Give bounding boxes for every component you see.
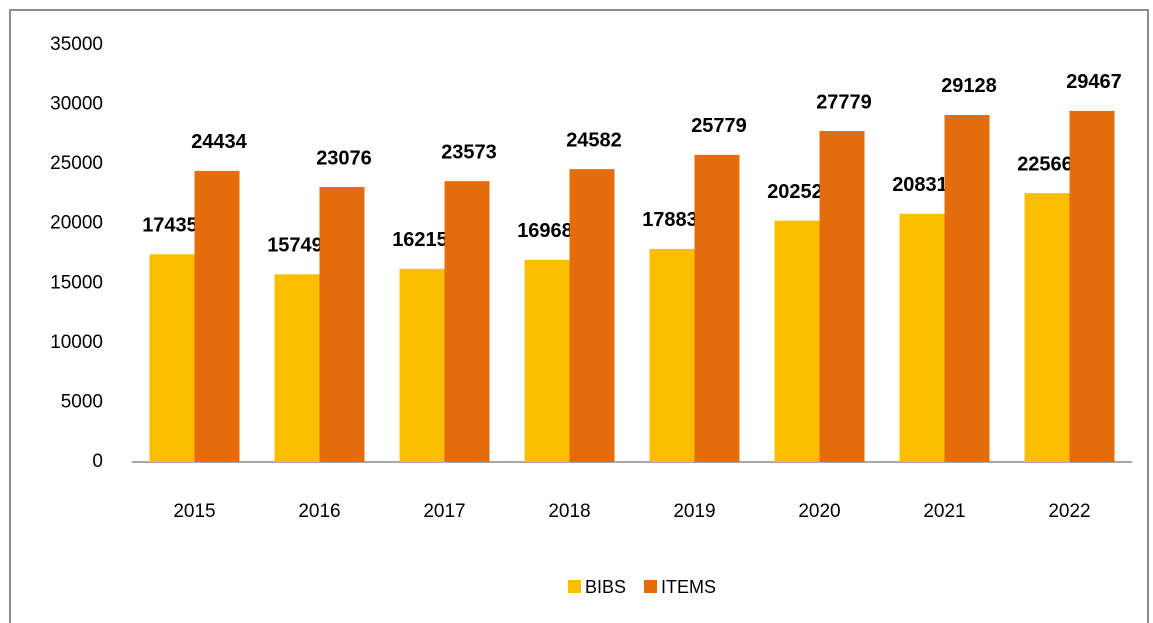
data-label: 29467 <box>1066 71 1122 93</box>
bar <box>1024 193 1070 463</box>
bar <box>694 154 740 462</box>
bar <box>444 181 490 463</box>
data-label: 16215 <box>392 229 448 251</box>
bar <box>899 213 945 462</box>
data-label: 27779 <box>816 91 872 113</box>
y-tick-label: 5000 <box>61 391 103 412</box>
y-tick-label: 20000 <box>50 213 103 234</box>
bar <box>649 248 695 462</box>
data-label: 25779 <box>691 115 747 137</box>
bar <box>194 170 240 462</box>
legend-label: ITEMS <box>661 577 716 597</box>
bar <box>399 268 445 462</box>
bar <box>569 169 615 462</box>
y-tick-label: 0 <box>92 451 103 472</box>
legend-swatch <box>644 580 658 593</box>
frame <box>9 9 1149 623</box>
bar <box>319 187 365 462</box>
data-label: 17883 <box>642 209 698 231</box>
x-tick-label: 2022 <box>1048 501 1090 522</box>
bar <box>944 114 990 462</box>
bar <box>274 274 320 462</box>
x-tick-label: 2021 <box>923 501 965 522</box>
data-label: 29128 <box>941 75 997 97</box>
x-tick-label: 2018 <box>548 501 590 522</box>
legend-swatch <box>568 580 581 593</box>
x-tick-label: 2019 <box>673 501 715 522</box>
data-label: 17435 <box>142 215 198 237</box>
data-label: 24434 <box>191 131 247 153</box>
x-tick-label: 2017 <box>423 501 465 522</box>
bar <box>774 220 820 462</box>
data-label: 23076 <box>316 147 372 169</box>
data-label: 20252 <box>767 181 823 203</box>
y-tick-label: 10000 <box>50 332 103 353</box>
bar <box>1069 110 1115 462</box>
y-tick-label: 30000 <box>50 94 103 115</box>
data-label: 15749 <box>267 235 323 257</box>
bar <box>819 131 865 462</box>
x-tick-label: 2020 <box>798 501 840 522</box>
y-tick-label: 25000 <box>50 153 103 174</box>
data-label: 16968 <box>517 220 573 242</box>
data-label: 20831 <box>892 174 948 196</box>
x-tick-label: 2015 <box>173 501 215 522</box>
legend-label: BIBS <box>585 577 626 597</box>
data-label: 24582 <box>566 129 622 151</box>
x-tick-label: 2016 <box>298 501 340 522</box>
bar <box>149 254 195 462</box>
y-tick-label: 15000 <box>50 272 103 293</box>
data-label: 23573 <box>441 141 497 163</box>
bar <box>524 259 570 462</box>
data-label: 22566 <box>1017 153 1073 175</box>
y-tick-label: 35000 <box>50 34 103 55</box>
